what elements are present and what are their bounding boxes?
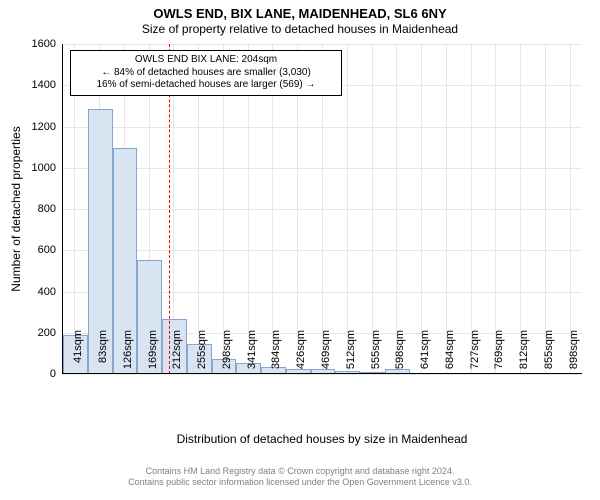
x-tick-label: 469sqm xyxy=(320,330,332,380)
grid-line-v xyxy=(495,44,496,374)
annotation-box: OWLS END BIX LANE: 204sqm← 84% of detach… xyxy=(70,50,342,96)
x-tick-label: 341sqm xyxy=(246,330,258,380)
y-tick-label: 400 xyxy=(22,286,56,298)
grid-line-v xyxy=(347,44,348,374)
x-tick-label: 641sqm xyxy=(419,330,431,380)
grid-line-v xyxy=(520,44,521,374)
x-tick-label: 426sqm xyxy=(295,330,307,380)
x-tick-label: 169sqm xyxy=(147,330,159,380)
chart-footer: Contains HM Land Registry data © Crown c… xyxy=(0,466,600,489)
y-axis-label: Number of detached properties xyxy=(9,126,23,291)
annotation-line-2: ← 84% of detached houses are smaller (3,… xyxy=(75,67,337,80)
annotation-line-1: OWLS END BIX LANE: 204sqm xyxy=(75,54,337,67)
grid-line-v xyxy=(421,44,422,374)
x-tick-label: 255sqm xyxy=(196,330,208,380)
y-tick-label: 600 xyxy=(22,244,56,256)
x-tick-label: 555sqm xyxy=(370,330,382,380)
x-tick-label: 769sqm xyxy=(493,330,505,380)
y-tick-label: 1600 xyxy=(22,38,56,50)
footer-line-2: Contains public sector information licen… xyxy=(0,477,600,488)
y-tick-label: 800 xyxy=(22,203,56,215)
x-tick-label: 212sqm xyxy=(171,330,183,380)
x-tick-label: 598sqm xyxy=(394,330,406,380)
grid-line-v xyxy=(446,44,447,374)
x-axis-label: Distribution of detached houses by size … xyxy=(62,432,582,446)
x-tick-label: 727sqm xyxy=(469,330,481,380)
grid-line-v xyxy=(545,44,546,374)
grid-line-v xyxy=(570,44,571,374)
y-tick-label: 1400 xyxy=(22,79,56,91)
chart-title: OWLS END, BIX LANE, MAIDENHEAD, SL6 6NY xyxy=(0,0,600,22)
x-tick-label: 126sqm xyxy=(122,330,134,380)
y-axis-line xyxy=(62,44,63,374)
y-tick-label: 1000 xyxy=(22,162,56,174)
x-tick-label: 83sqm xyxy=(97,330,109,380)
y-tick-label: 1200 xyxy=(22,121,56,133)
x-tick-label: 684sqm xyxy=(444,330,456,380)
x-tick-label: 41sqm xyxy=(72,330,84,380)
y-tick-label: 0 xyxy=(22,368,56,380)
x-tick-label: 512sqm xyxy=(345,330,357,380)
grid-line-v xyxy=(372,44,373,374)
annotation-line-3: 16% of semi-detached houses are larger (… xyxy=(75,79,337,92)
x-tick-label: 855sqm xyxy=(543,330,555,380)
chart-subtitle: Size of property relative to detached ho… xyxy=(0,22,600,36)
footer-line-1: Contains HM Land Registry data © Crown c… xyxy=(0,466,600,477)
chart-container: OWLS END, BIX LANE, MAIDENHEAD, SL6 6NY … xyxy=(0,0,600,500)
x-tick-label: 898sqm xyxy=(568,330,580,380)
grid-line-v xyxy=(471,44,472,374)
x-tick-label: 384sqm xyxy=(270,330,282,380)
y-tick-label: 200 xyxy=(22,327,56,339)
grid-line-v xyxy=(396,44,397,374)
x-tick-label: 298sqm xyxy=(221,330,233,380)
x-tick-label: 812sqm xyxy=(518,330,530,380)
